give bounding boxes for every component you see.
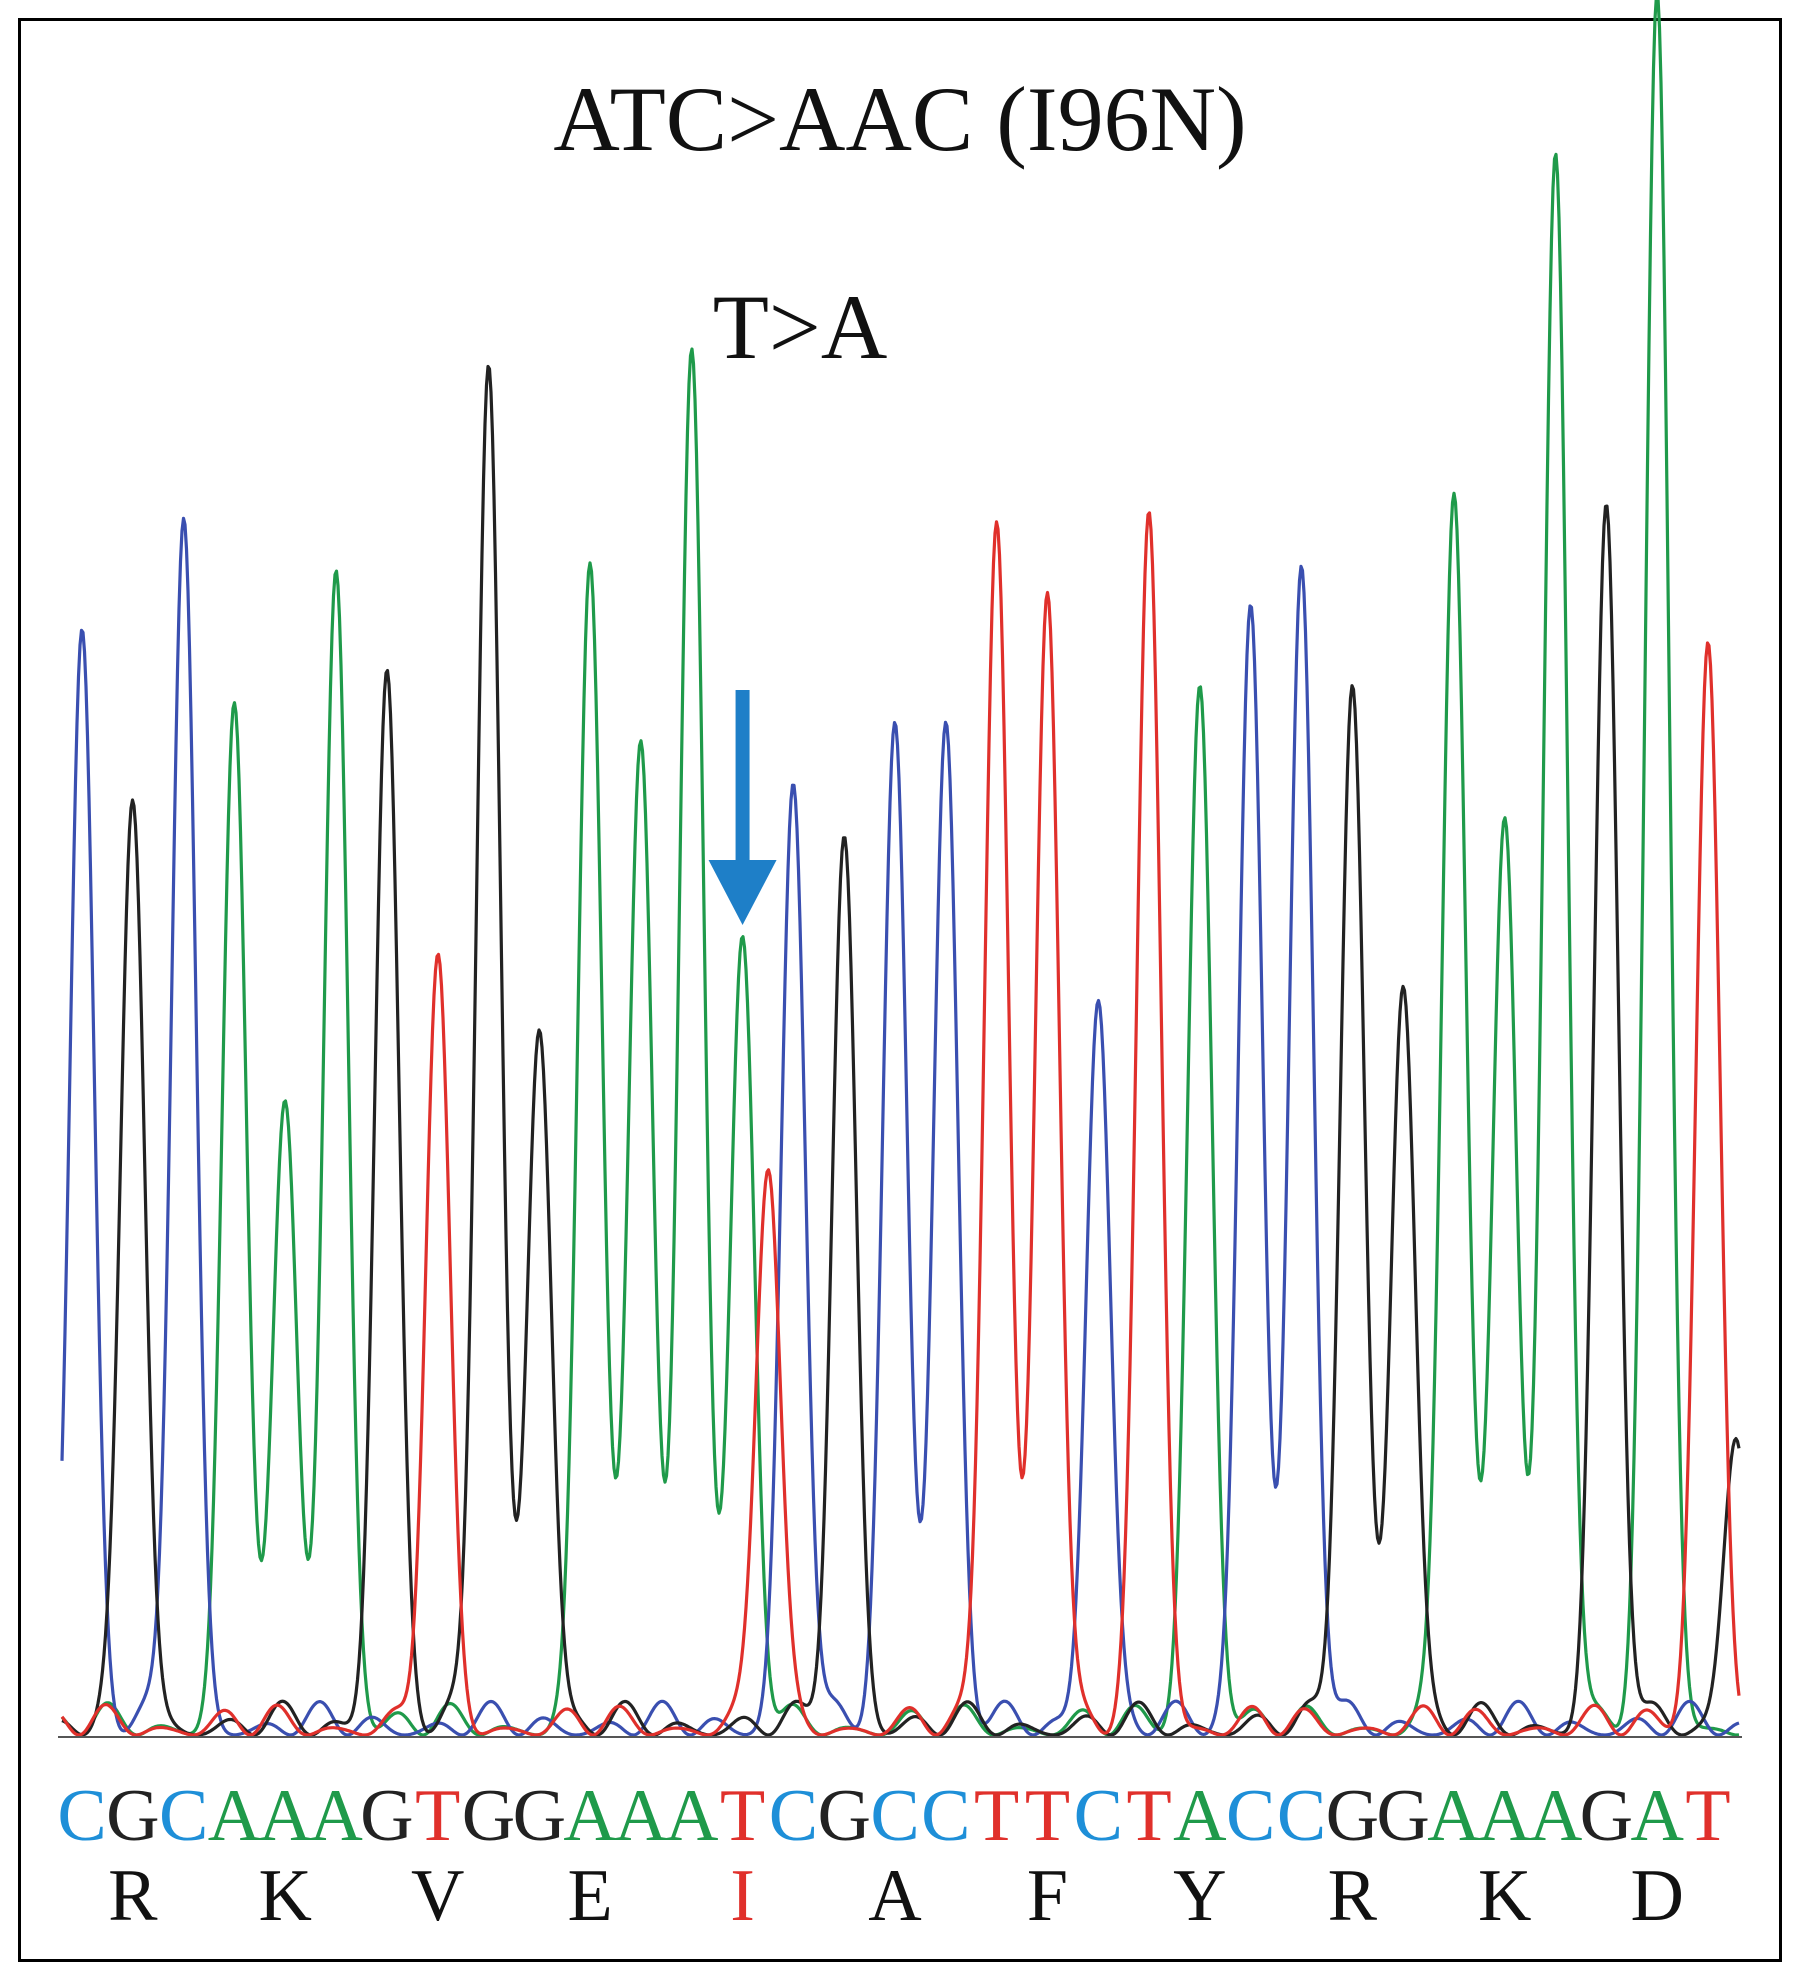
- mutation-arrow: [708, 690, 777, 925]
- chromatogram-frame: [18, 18, 1782, 1962]
- base-letter: A: [208, 1775, 261, 1857]
- trace-t: [60, 511, 1741, 1737]
- base-letter: A: [1478, 1775, 1531, 1857]
- base-letter: A: [665, 1775, 718, 1857]
- arrow-head: [708, 860, 777, 925]
- base-letter: C: [921, 1775, 970, 1857]
- base-letter: C: [769, 1775, 818, 1857]
- amino-acid-letter: R: [1328, 1855, 1378, 1937]
- base-letter: C: [1277, 1775, 1326, 1857]
- amino-acid-letter: A: [868, 1855, 921, 1937]
- base-letter: G: [462, 1775, 515, 1857]
- base-letter: T: [1126, 1775, 1171, 1857]
- base-letter: A: [1630, 1775, 1683, 1857]
- amino-acid-letter: F: [1027, 1855, 1068, 1937]
- base-letter: T: [974, 1775, 1019, 1857]
- amino-acid-letter: K: [259, 1855, 312, 1937]
- mutation-annotation: T>A: [713, 276, 888, 378]
- base-letter: C: [870, 1775, 919, 1857]
- base-letter: A: [1427, 1775, 1480, 1857]
- base-letter: G: [1376, 1775, 1429, 1857]
- base-letter: A: [1529, 1775, 1582, 1857]
- amino-acid-letter: Y: [1173, 1855, 1226, 1937]
- amino-acid-letter: V: [411, 1855, 464, 1937]
- base-letter: G: [1326, 1775, 1379, 1857]
- trace-c: [60, 516, 1740, 1737]
- base-letter: A: [309, 1775, 362, 1857]
- amino-acid-letter: I: [730, 1855, 755, 1937]
- amino-acid-letter: E: [568, 1855, 613, 1937]
- base-letter: G: [360, 1775, 413, 1857]
- base-letter: T: [415, 1775, 460, 1857]
- base-letter: C: [159, 1775, 208, 1857]
- base-letter: T: [720, 1775, 765, 1857]
- base-letter: A: [563, 1775, 616, 1857]
- base-letter: A: [614, 1775, 667, 1857]
- base-letter: C: [57, 1775, 106, 1857]
- base-letter: G: [513, 1775, 566, 1857]
- amino-acid-letter: R: [108, 1855, 158, 1937]
- base-letter: G: [1580, 1775, 1633, 1857]
- amino-acid-letter: D: [1630, 1855, 1683, 1937]
- base-letter: A: [259, 1775, 312, 1857]
- base-letter: C: [1226, 1775, 1275, 1857]
- trace-g: [61, 364, 1741, 1737]
- figure-title: ATC>AAC (I96N): [553, 68, 1246, 170]
- base-letter: T: [1685, 1775, 1730, 1857]
- base-letter: C: [1074, 1775, 1123, 1857]
- base-letter: G: [106, 1775, 159, 1857]
- base-letter: A: [1173, 1775, 1226, 1857]
- trace-group: [58, 0, 1742, 1738]
- base-letter: T: [1025, 1775, 1070, 1857]
- trace-a: [60, 0, 1740, 1737]
- amino-acid-letter: K: [1478, 1855, 1531, 1937]
- base-letter: G: [817, 1775, 870, 1857]
